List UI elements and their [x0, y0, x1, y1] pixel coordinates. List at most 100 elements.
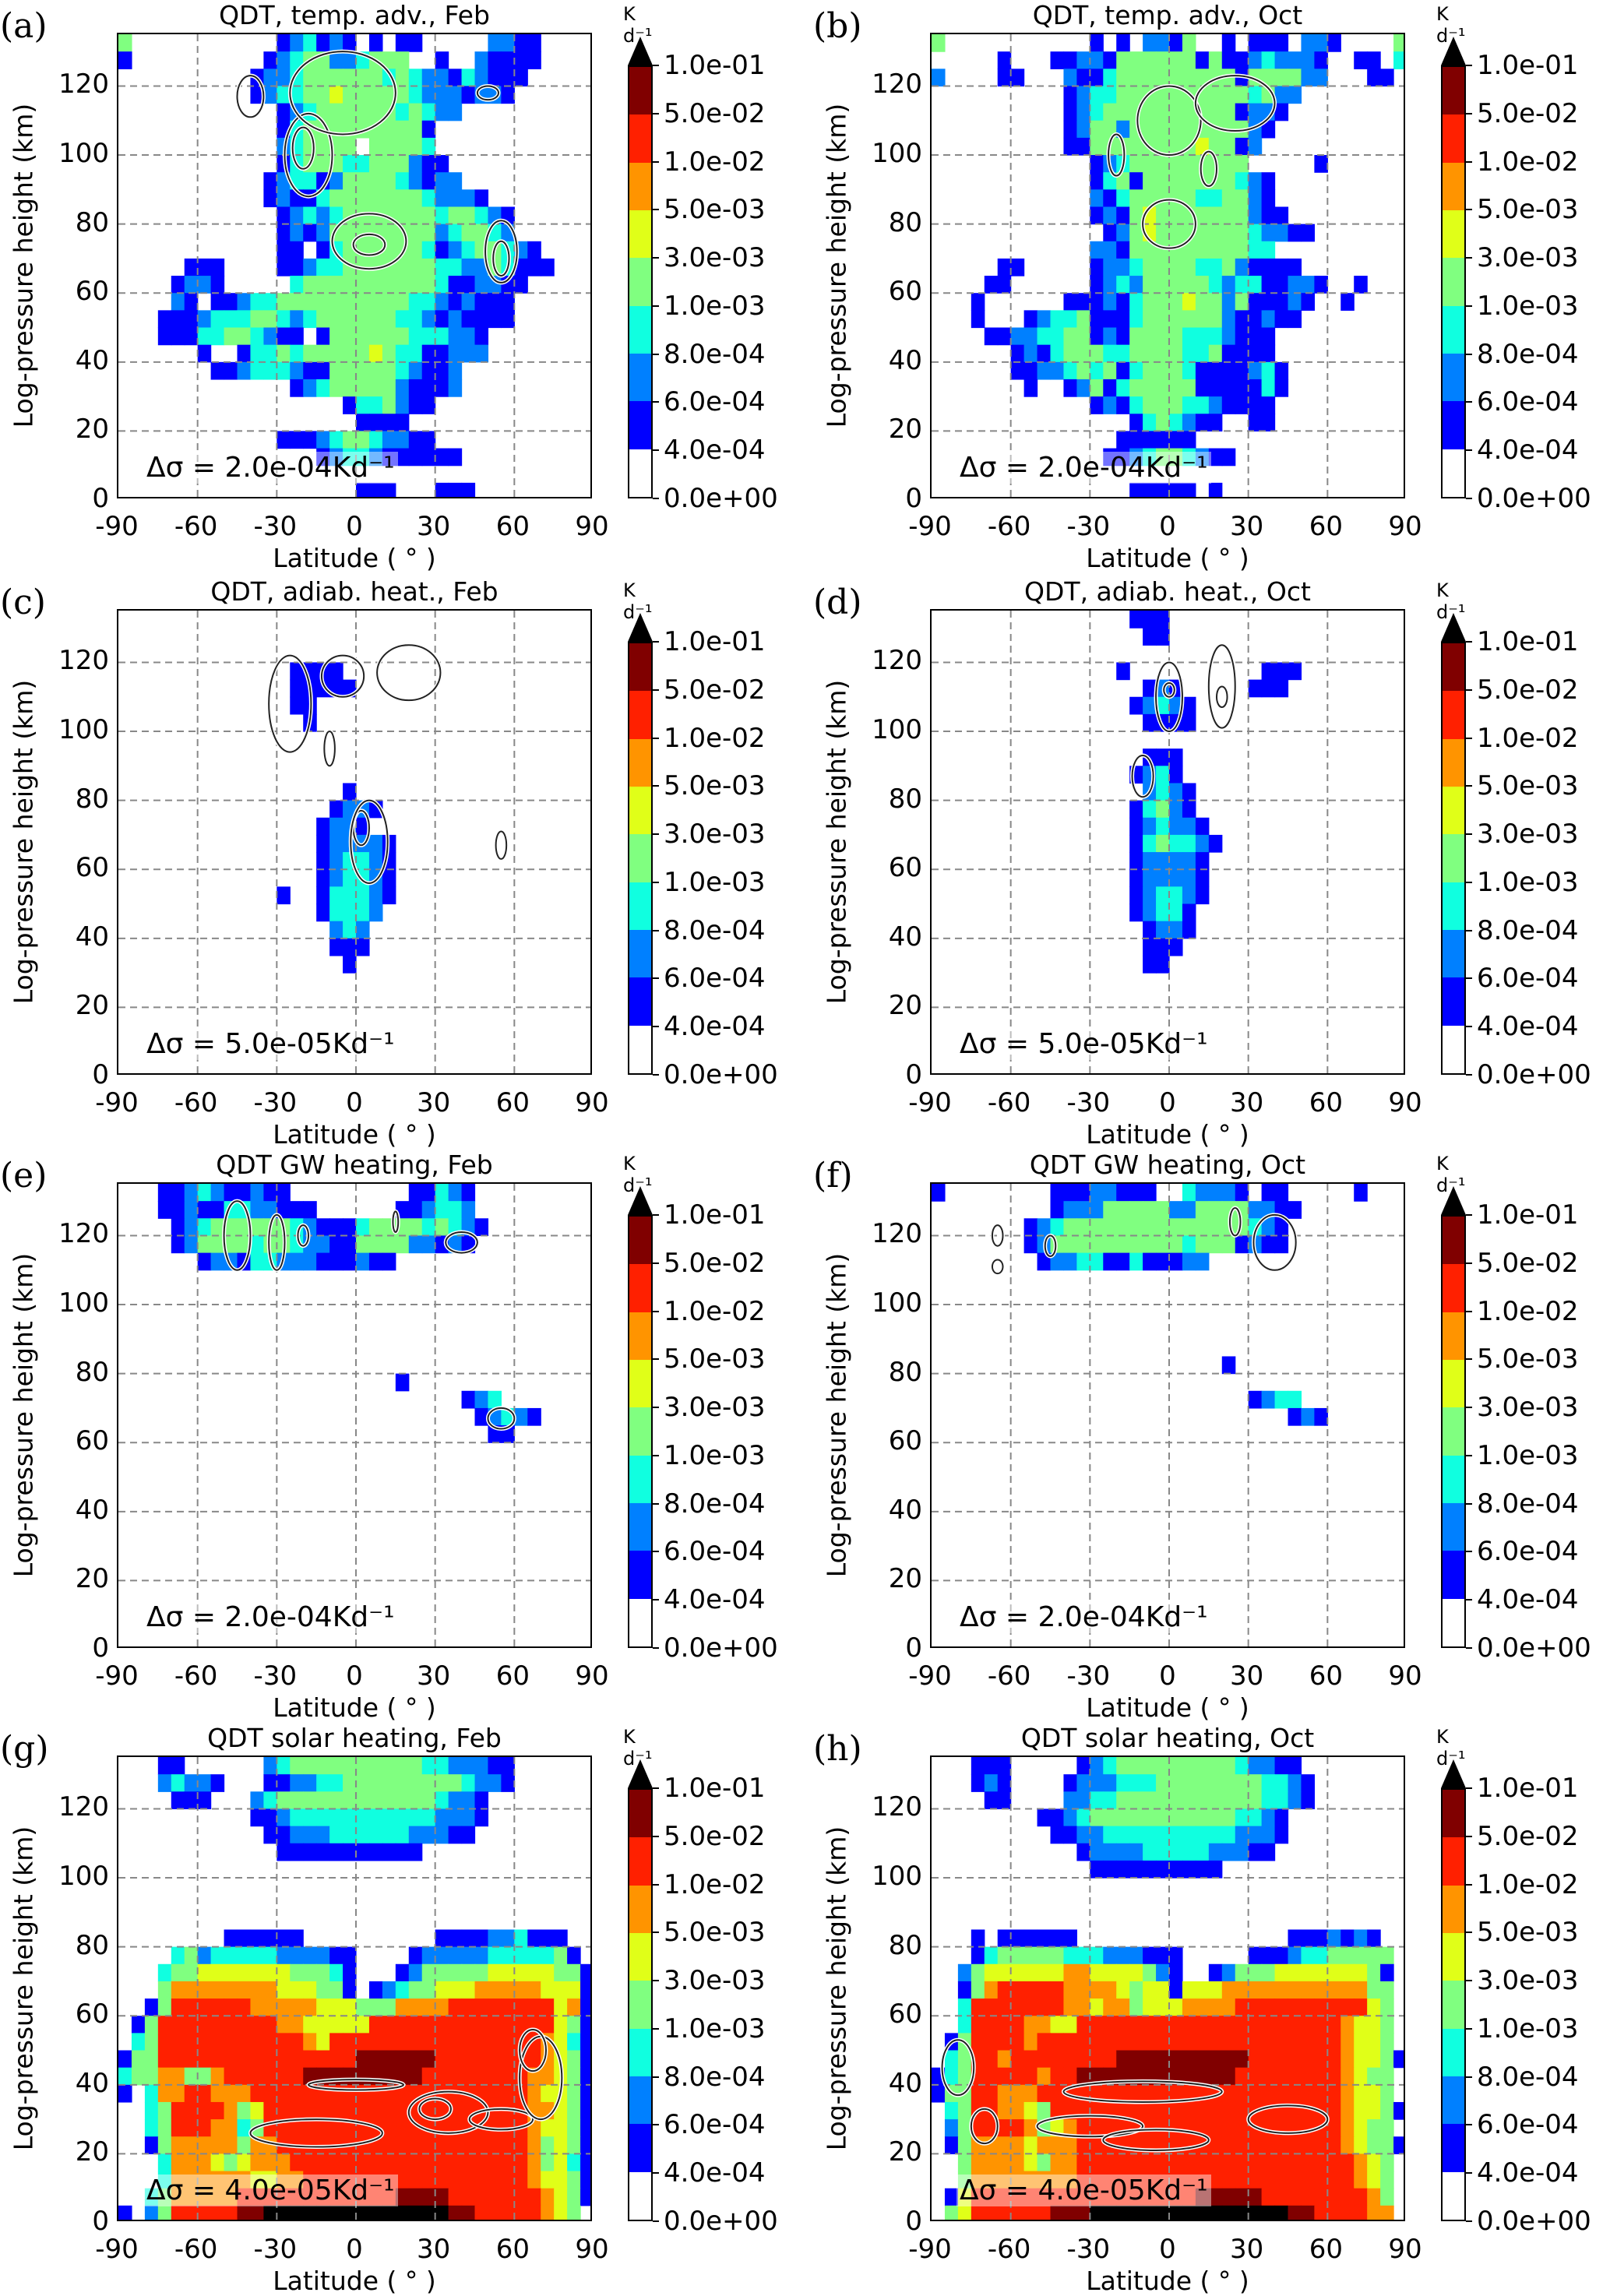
heatmap-cell	[1010, 2119, 1025, 2137]
heatmap-cell	[382, 51, 396, 69]
colorbar-tick	[1466, 1026, 1472, 1028]
heatmap-cell	[501, 2050, 515, 2069]
heatmap-cell	[435, 206, 449, 225]
heatmap-cell	[1076, 2171, 1090, 2189]
heatmap-cell	[356, 2188, 370, 2206]
heatmap-cell	[527, 2171, 541, 2189]
heatmap-cell	[224, 2101, 238, 2120]
heatmap-cell	[541, 258, 555, 276]
heatmap-cell	[171, 1946, 185, 1965]
heatmap-cell	[1090, 34, 1104, 52]
colorbar	[1441, 1788, 1466, 2221]
panel-b: (b) QDT, temp. adv., Oct Log-pressure heig…	[813, 0, 1591, 573]
heatmap-cell	[1156, 2050, 1170, 2069]
heatmap-svg	[932, 1184, 1404, 1646]
sigma-annotation: Δσ = 2.0e-04Kd⁻¹	[143, 1601, 398, 1633]
heatmap-cell	[290, 1929, 304, 1948]
heatmap-cell	[1169, 1946, 1183, 1965]
colorbar-tick	[1466, 1502, 1472, 1505]
heatmap-cell	[1195, 1774, 1210, 1792]
heatmap-cell	[329, 276, 343, 294]
heatmap-cell	[1090, 276, 1104, 294]
heatmap-cell	[210, 310, 225, 329]
colorbar-tick	[1466, 1310, 1472, 1312]
heatmap-cell	[1274, 103, 1289, 121]
heatmap-cell	[329, 69, 343, 87]
heatmap-cell	[277, 1808, 291, 1827]
x-tick-label: -30	[1066, 2234, 1111, 2265]
heatmap-cell	[290, 431, 304, 449]
heatmap-cell	[329, 1757, 343, 1775]
heatmap-cell	[1314, 276, 1328, 294]
heatmap-cell	[1023, 2205, 1038, 2220]
heatmap-cell	[1076, 2136, 1090, 2155]
heatmap-cell	[1288, 276, 1302, 294]
heatmap-cell	[356, 361, 370, 380]
heatmap-cell	[408, 1218, 423, 1237]
x-axis-label: Latitude ( ° )	[273, 2266, 436, 2296]
heatmap-cell	[461, 1774, 476, 1792]
heatmap-cell	[316, 1808, 330, 1827]
heatmap-cell	[474, 189, 489, 208]
heatmap-cell	[1248, 2188, 1263, 2206]
y-tick-label: 20	[888, 1563, 922, 1595]
heatmap-cell	[1116, 327, 1130, 346]
heatmap-cell	[448, 448, 463, 467]
heatmap-cell	[997, 69, 1012, 87]
heatmap-cell	[957, 2171, 972, 2189]
heatmap-cell	[1327, 2136, 1341, 2155]
heatmap-cell	[435, 224, 449, 242]
heatmap-cell	[408, 1774, 423, 1792]
heatmap-cell	[368, 1998, 383, 2016]
heatmap-cell	[1116, 431, 1130, 449]
heatmap-cell	[1037, 2188, 1052, 2206]
heatmap-cell	[329, 310, 343, 329]
heatmap-cell	[1182, 379, 1196, 397]
heatmap-cell	[448, 276, 463, 294]
heatmap-cell	[329, 448, 343, 467]
heatmap-cell	[157, 2171, 172, 2189]
heatmap-cell	[408, 1981, 423, 1999]
colorbar-tick	[1466, 785, 1472, 787]
heatmap-cell	[343, 921, 357, 939]
heatmap-cell	[1261, 1998, 1276, 2016]
heatmap-cell	[1221, 2067, 1236, 2086]
colorbar-label: 8.0e-04	[1477, 2061, 1579, 2093]
heatmap-cell	[527, 258, 541, 276]
heatmap-cell	[356, 189, 370, 208]
x-axis-label: Latitude ( ° )	[273, 1692, 436, 1723]
heatmap-cell	[1380, 2016, 1394, 2034]
heatmap-cell	[971, 1998, 985, 2016]
colorbar-band	[1443, 1837, 1464, 1886]
heatmap-cell	[984, 1774, 999, 1792]
heatmap-cell	[1129, 800, 1143, 819]
heatmap-cell	[303, 2016, 317, 2034]
heatmap-cell	[984, 1963, 999, 1982]
heatmap-cell	[1116, 1860, 1130, 1879]
heatmap-cell	[1235, 155, 1249, 173]
colorbar-label: 5.0e-03	[1477, 1917, 1579, 1949]
heatmap-cell	[356, 2153, 370, 2172]
colorbar-tick	[1466, 1647, 1472, 1649]
heatmap-cell	[1103, 448, 1117, 467]
heatmap-cell	[1129, 1218, 1143, 1237]
heatmap-cell	[1143, 103, 1157, 121]
x-tick-label: 30	[417, 511, 451, 542]
heatmap-cell	[316, 1218, 330, 1237]
contour-line	[1194, 75, 1276, 132]
heatmap-cell	[1063, 2188, 1077, 2206]
heatmap-cell	[408, 448, 423, 467]
heatmap-cell	[277, 189, 291, 208]
heatmap-cell	[263, 361, 277, 380]
heatmap-cell	[1208, 1998, 1223, 2016]
heatmap-cell	[997, 327, 1012, 346]
heatmap-cell	[1235, 2205, 1249, 2220]
heatmap-cell	[329, 1998, 343, 2016]
contour-line	[268, 654, 312, 753]
heatmap-cell	[1143, 2050, 1157, 2069]
heatmap-cell	[971, 1963, 985, 1982]
heatmap-cell	[1156, 783, 1170, 801]
heatmap-cell	[1221, 1963, 1236, 1982]
plot-area	[930, 1182, 1405, 1648]
heatmap-cell	[1235, 396, 1249, 414]
